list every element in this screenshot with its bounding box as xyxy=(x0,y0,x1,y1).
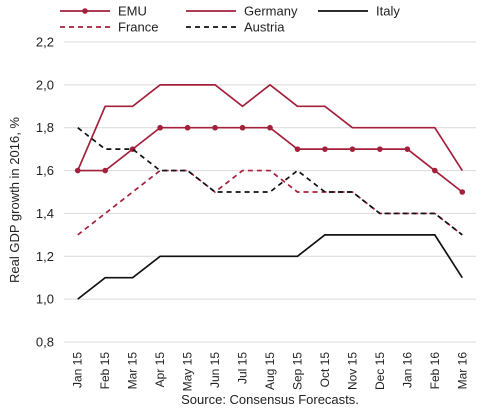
y-tick-label: 1,0 xyxy=(36,292,54,307)
legend-label-france: France xyxy=(118,20,158,35)
x-tick-label: Aug 15 xyxy=(263,352,277,390)
x-tick-label: Jan 16 xyxy=(400,352,414,388)
x-tick-label: Apr 15 xyxy=(153,352,167,388)
grid-lines xyxy=(64,41,476,343)
legend-label-germany: Germany xyxy=(244,4,298,19)
legend-label-emu: EMU xyxy=(118,4,147,19)
x-tick-label: Mar 16 xyxy=(455,352,469,390)
x-tick-label: Sep 15 xyxy=(290,352,304,390)
x-tick-label: May 15 xyxy=(181,352,195,392)
point-emu xyxy=(239,124,246,131)
point-emu xyxy=(459,189,466,195)
legend: EMU Germany Italy France Austria xyxy=(60,4,400,35)
y-tick-label: 1,8 xyxy=(36,120,54,135)
x-tick-label: Jun 15 xyxy=(208,352,222,388)
y-axis-label: Real GDP growth in 2016, % xyxy=(7,117,22,283)
y-tick-label: 0,8 xyxy=(36,335,54,350)
point-emu xyxy=(212,124,218,131)
series-line-france xyxy=(77,169,463,236)
point-emu xyxy=(322,146,328,152)
x-tick-label: Nov 15 xyxy=(345,352,359,390)
point-emu xyxy=(184,124,191,131)
y-axis-ticks: 0,8 1,0 1,2 1,4 1,6 1,8 2,0 2,2 xyxy=(36,35,54,350)
series-line-emu xyxy=(77,126,463,193)
x-tick-label: Jul 15 xyxy=(236,352,250,384)
x-tick-label: Jan 15 xyxy=(71,352,85,388)
series-lines xyxy=(74,83,466,300)
source-note: Source: Consensus Forecasts. xyxy=(181,392,359,407)
legend-label-austria: Austria xyxy=(244,20,285,35)
legend-marker-emu xyxy=(82,8,88,14)
point-emu xyxy=(102,167,108,174)
series-line-germany xyxy=(76,83,463,172)
series-line-austria xyxy=(77,127,463,236)
x-tick-label: Dec 15 xyxy=(373,352,387,390)
y-tick-label: 1,4 xyxy=(36,206,54,221)
point-emu xyxy=(432,167,438,174)
x-tick-label: Oct 15 xyxy=(318,352,332,388)
y-tick-label: 1,6 xyxy=(36,163,54,178)
point-emu xyxy=(267,124,273,131)
point-emu xyxy=(377,146,383,152)
y-tick-label: 2,0 xyxy=(36,77,54,92)
point-emu xyxy=(294,146,301,152)
point-emu xyxy=(404,146,411,152)
y-tick-label: 2,2 xyxy=(36,35,54,50)
x-axis-ticks: Jan 15 Feb 15 Mar 15 Apr 15 May 15 Jun 15 Jul … xyxy=(71,352,470,392)
series-line-italy xyxy=(77,234,463,300)
x-tick-label: Feb 15 xyxy=(98,352,112,390)
y-tick-label: 1,2 xyxy=(36,249,54,264)
x-tick-label: Mar 15 xyxy=(126,352,140,390)
point-emu xyxy=(157,124,163,131)
point-emu xyxy=(349,146,356,152)
legend-label-italy: Italy xyxy=(376,4,400,19)
x-tick-label: Feb 16 xyxy=(428,352,442,390)
